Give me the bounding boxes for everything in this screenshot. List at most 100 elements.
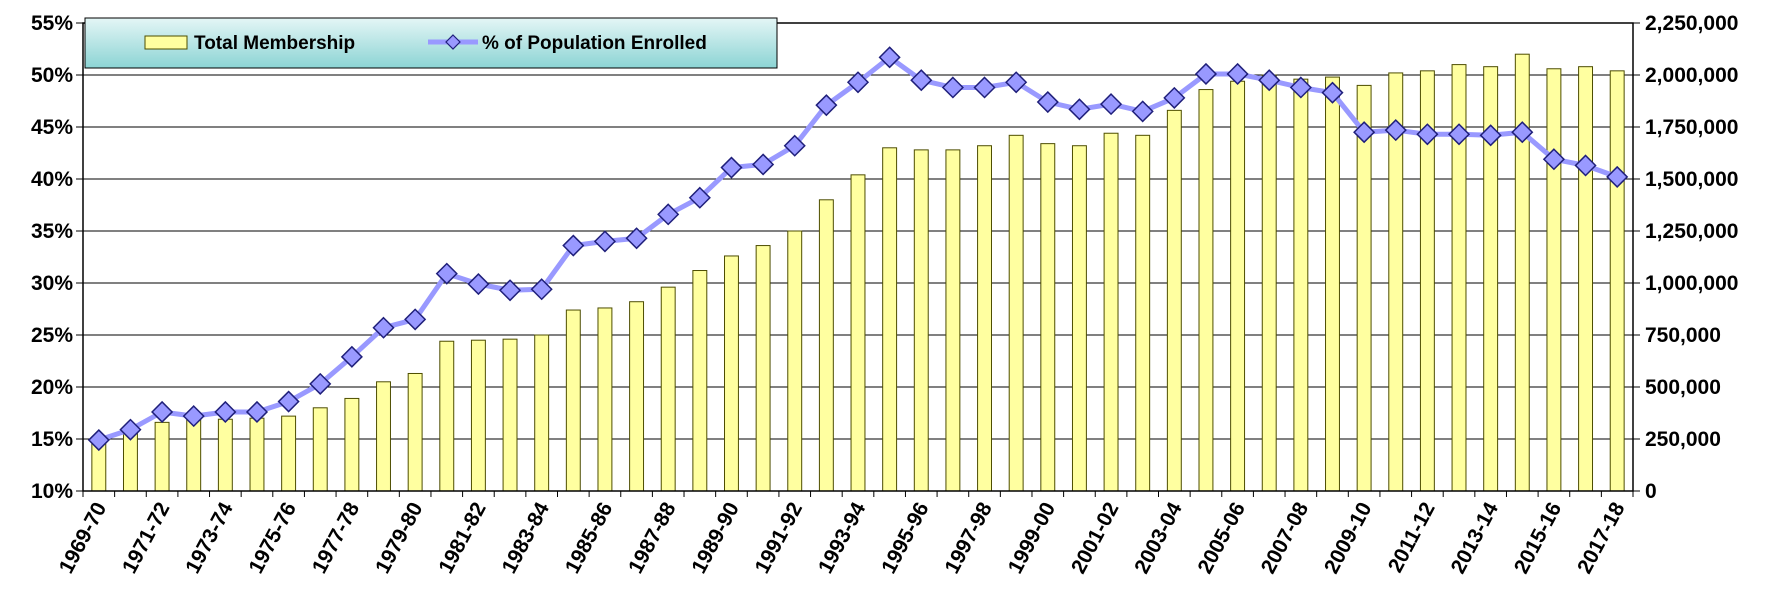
marker-percent-enrolled	[846, 71, 870, 94]
bar-total-membership	[376, 381, 391, 492]
bar-total-membership	[1325, 76, 1340, 492]
x-tick-label: 2005-06	[1194, 499, 1250, 578]
marker-percent-enrolled	[404, 308, 427, 331]
marker-percent-enrolled	[1131, 100, 1154, 123]
marker-percent-enrolled	[562, 234, 585, 257]
left-tick-label: 40%	[31, 168, 73, 191]
marker-percent-enrolled	[309, 372, 332, 395]
left-tick-label: 20%	[31, 376, 73, 399]
bar-total-membership	[755, 245, 771, 492]
x-tick-label: 1997-98	[940, 498, 997, 577]
marker-percent-enrolled	[1511, 121, 1534, 144]
bar-total-membership	[1230, 80, 1246, 492]
marker-percent-enrolled	[1416, 123, 1439, 146]
legend-label-total-membership: Total Membership	[194, 33, 355, 54]
marker-percent-enrolled	[435, 262, 458, 285]
bar-total-membership	[787, 230, 803, 492]
marker-percent-enrolled	[1479, 124, 1502, 147]
marker-percent-enrolled	[688, 186, 711, 209]
bar-total-membership	[154, 421, 170, 492]
right-tick-label: 750,000	[1645, 324, 1721, 347]
membership-bars	[91, 53, 1625, 492]
marker-percent-enrolled	[1005, 71, 1028, 94]
bar-total-membership	[660, 286, 676, 492]
x-tick-label: 2011-12	[1384, 499, 1440, 577]
marker-percent-enrolled	[1100, 93, 1123, 116]
marker-percent-enrolled	[878, 46, 901, 69]
bar-total-membership	[1008, 134, 1024, 492]
right-y-axis: 0 250,000 500,000 750,000 1,000,000 1,250,000…	[1633, 12, 1738, 503]
x-tick-label: 1981-82	[434, 499, 490, 578]
marker-percent-enrolled	[941, 76, 964, 99]
legend-swatch-total-membership	[144, 35, 188, 50]
marker-percent-enrolled	[1353, 121, 1376, 144]
marker-percent-enrolled	[1606, 165, 1629, 188]
x-tick-label: 1985-86	[561, 499, 617, 578]
x-tick-label: 2015-16	[1510, 499, 1566, 578]
legend-label-percent-enrolled: % of Population Enrolled	[482, 33, 707, 54]
legend-swatch-percent-marker	[445, 34, 461, 50]
right-tick-label: 1,500,000	[1645, 168, 1738, 191]
marker-percent-enrolled	[1384, 119, 1407, 142]
left-tick-label: 55%	[31, 12, 73, 35]
x-tick-label: 1983-84	[498, 498, 555, 577]
marker-percent-enrolled	[1289, 76, 1312, 99]
bar-total-membership	[1609, 70, 1625, 492]
marker-percent-enrolled	[1068, 98, 1091, 121]
bar-total-membership	[850, 174, 866, 492]
x-tick-label: 2001-02	[1067, 499, 1123, 578]
right-tick-label: 0	[1645, 480, 1657, 503]
x-tick-label: 1989-90	[687, 499, 743, 578]
x-tick-label: 1969-70	[55, 499, 111, 578]
marker-percent-enrolled	[1574, 154, 1597, 177]
marker-percent-enrolled	[1321, 81, 1344, 104]
bar-total-membership	[312, 407, 328, 492]
bar-total-membership	[1103, 132, 1119, 492]
plot-frame	[82, 22, 1634, 492]
right-tick-label: 1,750,000	[1645, 116, 1738, 139]
marker-percent-enrolled	[467, 272, 490, 296]
marker-percent-enrolled	[530, 278, 553, 301]
legend: Total Membership % of Population Enrolle…	[84, 17, 778, 69]
marker-percent-enrolled	[1036, 90, 1059, 114]
left-tick-label: 30%	[31, 272, 73, 295]
marker-percent-enrolled	[1226, 62, 1249, 86]
marker-percent-enrolled	[1258, 69, 1281, 92]
right-tick-label: 500,000	[1645, 376, 1721, 399]
x-tick-label: 1999-00	[1004, 499, 1060, 578]
bar-total-membership	[186, 418, 202, 492]
x-tick-label: 1977-78	[308, 498, 365, 577]
x-tick-label: 1995-96	[877, 499, 933, 578]
marker-percent-enrolled	[87, 428, 110, 452]
bar-total-membership	[1135, 134, 1151, 492]
left-tick-label: 50%	[31, 64, 73, 87]
bar-total-membership	[1166, 109, 1182, 492]
bar-total-membership	[1198, 89, 1214, 492]
marker-percent-enrolled	[625, 227, 648, 250]
marker-percent-enrolled	[277, 390, 300, 413]
marker-percent-enrolled	[1542, 148, 1565, 171]
right-tick-label: 1,250,000	[1645, 220, 1738, 243]
marker-percent-enrolled	[151, 400, 174, 424]
bar-total-membership	[692, 270, 708, 492]
marker-percent-enrolled	[1163, 86, 1186, 109]
marker-percent-enrolled	[1194, 62, 1218, 86]
x-tick-label: 1979-80	[371, 499, 427, 578]
marker-percent-enrolled	[593, 230, 616, 253]
right-tick-label: 1,000,000	[1645, 272, 1738, 295]
marker-percent-enrolled	[182, 405, 205, 428]
marker-percent-enrolled	[910, 69, 933, 92]
bar-total-membership	[724, 255, 739, 492]
bar-total-membership	[597, 307, 613, 492]
x-tick-label: 1987-88	[624, 498, 681, 577]
bar-total-membership	[913, 149, 929, 492]
bar-total-membership	[407, 372, 423, 492]
bar-total-membership	[534, 334, 550, 492]
bar-total-membership	[1356, 84, 1372, 492]
left-tick-label: 45%	[31, 116, 73, 139]
bar-total-membership	[1261, 74, 1277, 492]
marker-percent-enrolled	[372, 316, 395, 339]
bar-total-membership	[945, 149, 961, 492]
bar-total-membership	[1546, 68, 1562, 492]
